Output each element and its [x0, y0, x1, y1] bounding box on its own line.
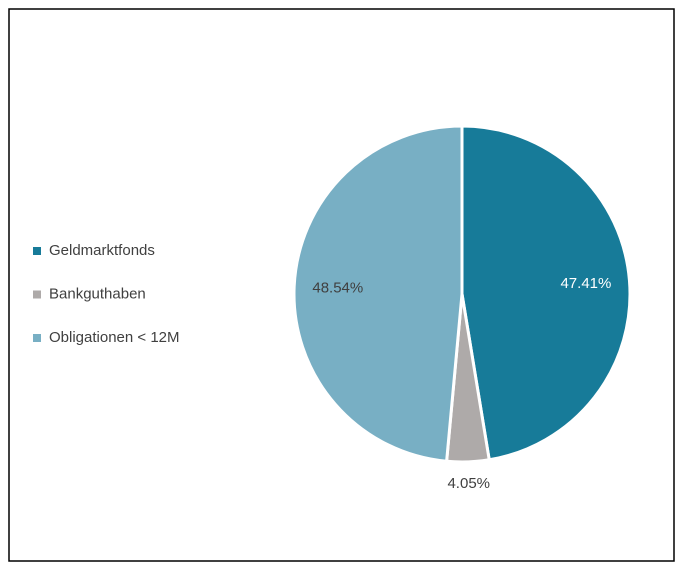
legend-label: Obligationen < 12M	[49, 329, 180, 346]
pie-slice	[292, 124, 464, 463]
legend-swatch	[33, 290, 41, 299]
legend-swatch	[33, 334, 41, 342]
data-label: 47.41%	[560, 275, 611, 292]
legend-swatch	[33, 247, 41, 255]
data-label: 48.54%	[312, 279, 363, 296]
legend-label: Geldmarktfonds	[49, 242, 155, 259]
data-label: 4.05%	[447, 475, 490, 492]
pie-slice	[460, 124, 632, 462]
legend-label: Bankguthaben	[49, 285, 146, 302]
